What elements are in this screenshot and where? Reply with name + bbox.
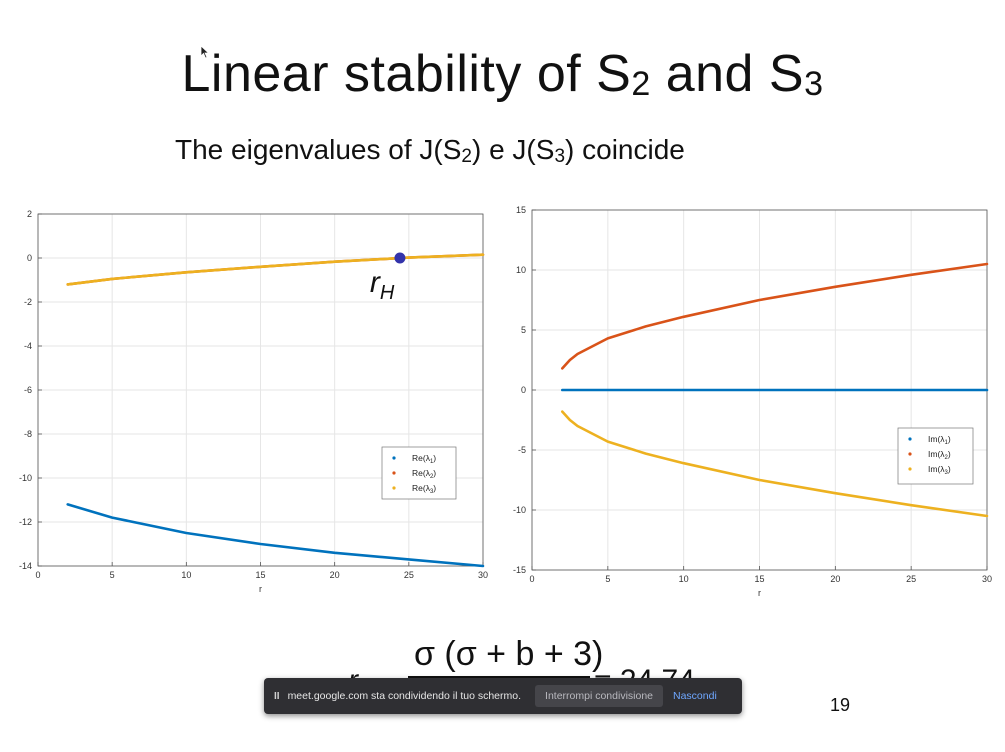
y-tick-label: -12 (19, 517, 32, 527)
chart-real-parts: 0 5 10 15 20 25 3020-2-4-6-8-10-12-14rRe(λ1)Re… (19, 209, 488, 594)
y-tick-label: -8 (24, 429, 32, 439)
x-tick-label: 0 (529, 574, 534, 584)
legend-marker-2 (908, 452, 912, 456)
series-line-2 (561, 262, 989, 370)
y-tick-label: 2 (27, 209, 32, 219)
pause-icon[interactable]: II (274, 690, 280, 702)
series-line-3 (561, 410, 989, 518)
x-tick-label: 5 (110, 570, 115, 580)
rh-annotation-label: rH (370, 266, 395, 304)
x-tick-label: 25 (404, 570, 414, 580)
y-tick-label: 0 (521, 385, 526, 395)
mouse-cursor-icon (200, 45, 210, 59)
stop-sharing-button[interactable]: Interrompi condivisione (535, 685, 663, 707)
series-line-1 (66, 503, 485, 568)
slide-number: 19 (830, 695, 851, 715)
y-tick-label: 5 (521, 325, 526, 335)
x-tick-label: 15 (754, 574, 764, 584)
formula-numerator: σ (σ + b + 3) (414, 635, 603, 673)
x-tick-label: 5 (605, 574, 610, 584)
subtitle-part-b: ) e J(S (471, 134, 555, 165)
legend-marker-2 (392, 471, 396, 475)
legend: Re(λ1)Re(λ2)Re(λ3) (381, 446, 457, 500)
legend: Im(λ1)Im(λ2)Im(λ3) (897, 427, 974, 485)
y-tick-label: -10 (513, 505, 526, 515)
slide-title: Linear stability of S2 and S3 (0, 44, 1005, 104)
rh-marker-dot (394, 252, 406, 264)
y-tick-label: 10 (516, 265, 526, 275)
y-tick-label: -4 (24, 341, 32, 351)
title-subscript-3: 3 (804, 65, 824, 103)
subtitle-part-a: The eigenvalues of J(S (175, 134, 462, 165)
title-text-and: and S (650, 45, 805, 103)
hide-button[interactable]: Nascondi (673, 690, 717, 702)
y-tick-label: -14 (19, 561, 32, 571)
x-tick-label: 25 (906, 574, 916, 584)
x-axis-label: r (259, 584, 262, 594)
chart-imag-parts: 0 5 10 15 20 25 30 15 10 5 0 -5 -10 -15 r Im(λ1)Im(λ2)I… (513, 205, 992, 598)
y-tick-label: -10 (19, 473, 32, 483)
x-tick-label: 0 (35, 570, 40, 580)
subtitle-sub-2: 3 (554, 146, 566, 167)
subtitle-part-c: ) coincide (565, 134, 685, 165)
x-tick-label: 20 (330, 570, 340, 580)
y-tick-label: 15 (516, 205, 526, 215)
x-tick-label: 30 (982, 574, 992, 584)
x-tick-label: 30 (478, 570, 488, 580)
x-tick-label: 15 (255, 570, 265, 580)
legend-marker-3 (908, 467, 912, 471)
x-tick-label: 10 (679, 574, 689, 584)
title-subscript-2: 2 (631, 65, 651, 103)
series-line-3 (66, 253, 485, 286)
title-text: Linear stability of S (181, 45, 632, 103)
y-tick-label: -6 (24, 385, 32, 395)
legend-marker-1 (392, 456, 396, 460)
y-tick-label: -15 (513, 565, 526, 575)
slide-subtitle: The eigenvalues of J(S2) e J(S3) coincid… (175, 134, 685, 168)
y-tick-label: -2 (24, 297, 32, 307)
legend-box (897, 427, 974, 485)
y-tick-label: -5 (518, 445, 526, 455)
share-message: meet.google.com sta condividendo il tuo … (287, 690, 522, 702)
screen-share-bar: II meet.google.com sta condividendo il t… (264, 678, 742, 714)
series-line-2 (66, 253, 485, 286)
y-tick-label: 0 (27, 253, 32, 263)
x-axis-label: r (758, 588, 761, 598)
subtitle-sub-1: 2 (461, 146, 472, 167)
x-tick-label: 10 (181, 570, 191, 580)
legend-marker-3 (392, 486, 396, 490)
legend-marker-1 (908, 437, 912, 441)
x-tick-label: 20 (830, 574, 840, 584)
